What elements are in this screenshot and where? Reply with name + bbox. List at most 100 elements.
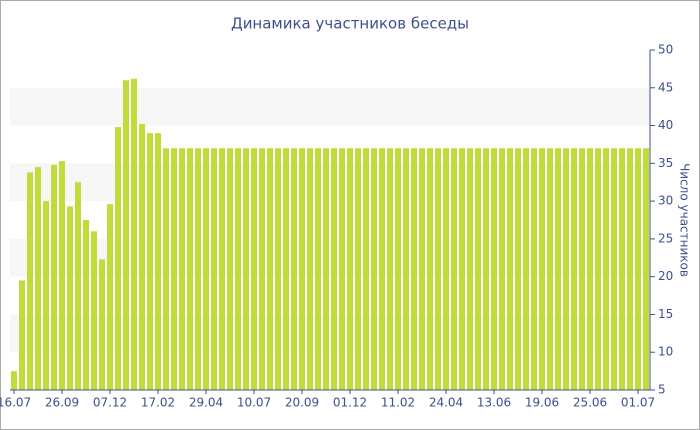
bar [483,148,489,390]
bar [219,148,225,390]
y-tick-label: 20 [658,269,673,283]
bar [379,148,385,390]
x-tick-label: 24.04 [429,396,463,410]
y-axis-label: Число участников [678,163,692,277]
bar [459,148,465,390]
bar [307,148,313,390]
y-tick-label: 5 [658,383,666,397]
grid-band [10,87,650,126]
bar [515,148,521,390]
bar [51,164,57,390]
bar [35,167,41,390]
y-tick-label: 25 [658,231,673,245]
grid-band [10,163,650,202]
x-tick-label: 25.06 [573,396,607,410]
bar [99,259,105,390]
bar [611,148,617,390]
bar [555,148,561,390]
y-tick-label: 45 [658,80,673,94]
bar [139,124,145,391]
bar [227,148,233,390]
bar [435,148,441,390]
bar [59,161,65,390]
bar [299,148,305,390]
bar [395,148,401,390]
x-tick-label: 19.06 [525,396,559,410]
bar [331,148,337,390]
y-tick-label: 40 [658,118,673,132]
bar [203,148,209,390]
bar [411,148,417,390]
x-tick-label: 29.04 [189,396,223,410]
x-tick-label: 17.02 [141,396,175,410]
bar [603,148,609,390]
x-tick-label: 16.07 [0,396,31,410]
bar [427,148,433,390]
x-tick-label: 13.06 [477,396,511,410]
y-tick-label: 35 [658,156,673,170]
bar [627,148,633,390]
bar [347,148,353,390]
bar [275,148,281,390]
x-tick-label: 20.09 [285,396,319,410]
bar [635,148,641,390]
bar [195,148,201,390]
bar [323,148,329,390]
bar [235,148,241,390]
bar [523,148,529,390]
bar [67,206,73,390]
x-tick-label: 10.07 [237,396,271,410]
bar [243,148,249,390]
bar [43,201,49,390]
bar [291,148,297,390]
bar [451,148,457,390]
y-tick-label: 15 [658,307,673,321]
bar [107,204,113,390]
grid-band [10,238,650,277]
bar [171,148,177,390]
bar [251,148,257,390]
bar [619,148,625,390]
y-tick-label: 50 [658,43,673,57]
bar [403,148,409,390]
bar [371,148,377,390]
bar [75,182,81,390]
bar [587,148,593,390]
bar [115,127,121,391]
bar [11,371,17,390]
bar [363,148,369,390]
bar [187,148,193,390]
y-tick-label: 10 [658,345,673,359]
bar [19,280,25,390]
bar [131,78,137,390]
bar [571,148,577,390]
x-tick-label: 26.09 [45,396,79,410]
bar [339,148,345,390]
bar [315,148,321,390]
bar [475,148,481,390]
bar [507,148,513,390]
x-tick-label: 01.07 [621,396,655,410]
bar [267,148,273,390]
bar [387,148,393,390]
bar [259,148,265,390]
bar [531,148,537,390]
x-tick-label: 07.12 [93,396,127,410]
bar [27,172,33,390]
bar [83,220,89,390]
bar [147,133,153,390]
chart-title: Динамика участников беседы [231,15,469,33]
bar [467,148,473,390]
x-tick-label: 01.12 [333,396,367,410]
bar [491,148,497,390]
bar [539,148,545,390]
bar [123,80,129,390]
x-tick-label: 11.02 [381,396,415,410]
bar [355,148,361,390]
bar [547,148,553,390]
bar [91,231,97,390]
grid-band [10,314,650,353]
bar [211,148,217,390]
bar [179,148,185,390]
